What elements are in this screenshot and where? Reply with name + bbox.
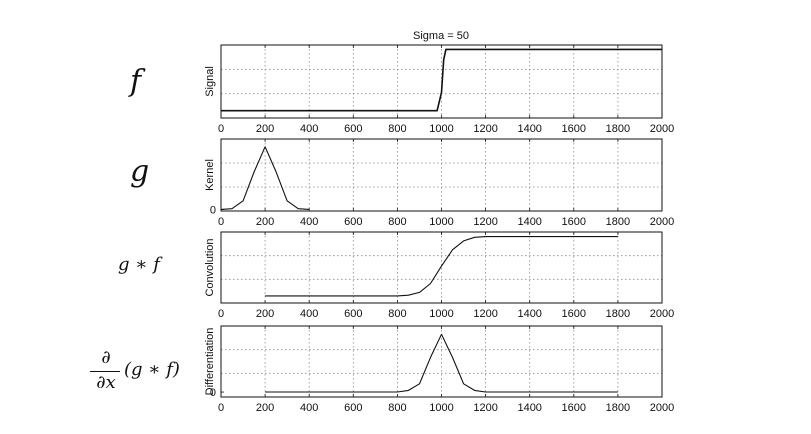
panel-convolution-xtick-label: 800	[388, 308, 406, 320]
panel-kernel-xtick-label: 1400	[517, 216, 541, 228]
panel-differentiation-xtick-label: 1200	[473, 402, 497, 414]
panel-differentiation-xtick-label: 1600	[562, 402, 586, 414]
panel-signal-xtick-label: 800	[388, 123, 406, 135]
panel-convolution-xtick-label: 200	[256, 308, 274, 320]
derivative-argument: (g ∗ f)	[124, 359, 180, 380]
panel-signal-line	[221, 48, 662, 112]
panel-signal-xtick-label: 600	[344, 123, 362, 135]
panel-kernel-xtick-label: 2000	[650, 216, 674, 228]
label-g: g	[130, 154, 150, 189]
panel-signal-xtick-label: 1000	[429, 123, 453, 135]
panel-signal-ylabel: Signal	[204, 66, 216, 97]
derivative-denominator: ∂x	[96, 372, 116, 393]
figure-title: Sigma = 50	[413, 30, 469, 42]
panel-convolution-xtick-label: 400	[300, 308, 318, 320]
panel-convolution-xtick-label: 1800	[606, 308, 630, 320]
panel-signal-xtick-label: 200	[256, 123, 274, 135]
panel-convolution-xtick-label: 2000	[650, 308, 674, 320]
panel-kernel-xtick-label: 1800	[606, 216, 630, 228]
panel-differentiation-xtick-label: 600	[344, 402, 362, 414]
panel-kernel-ylabel: Kernel	[204, 159, 216, 191]
panel-kernel-xtick-label: 1200	[473, 216, 497, 228]
panel-convolution-line	[265, 236, 618, 297]
panel-signal-xtick-label: 0	[218, 123, 224, 135]
panel-kernel-xtick-label: 1000	[429, 216, 453, 228]
panel-kernel-xtick-label: 1600	[562, 216, 586, 228]
panel-kernel-xtick-label: 0	[218, 216, 224, 228]
panel-kernel-line	[220, 146, 310, 210]
panel-differentiation-xtick-label: 0	[218, 402, 224, 414]
panel-signal-xtick-label: 400	[300, 123, 318, 135]
panel-convolution-xtick-label: 1400	[517, 308, 541, 320]
panel-convolution-xtick-label: 600	[344, 308, 362, 320]
label-f: f	[130, 64, 142, 99]
panel-signal-xtick-label: 1600	[562, 123, 586, 135]
panel-differentiation-xtick-label: 1800	[606, 402, 630, 414]
panel-differentiation-ylabel: Differentiation	[204, 328, 216, 396]
panel-convolution-xtick-label: 0	[218, 308, 224, 320]
panel-kernel-xtick-label: 200	[256, 216, 274, 228]
label-g-conv-f: g ∗ f	[118, 254, 160, 275]
panel-convolution: 0 200 400 600 800 1000 1200 1400 1600 1800 2000 Con…	[204, 231, 674, 320]
panel-kernel: 0 200 400 600 800 1000 1200 1400 1600 1800 2000 0 Ke…	[204, 138, 674, 228]
panel-convolution-ylabel: Convolution	[204, 238, 216, 296]
label-derivative: ∂ ∂x (g ∗ f)	[86, 347, 186, 397]
axes-layer: 0 200 400 600 800 1000 1200 1400 1600 1800 2000Sig…	[204, 44, 674, 414]
panel-differentiation-ytick-label: 0	[210, 387, 216, 399]
panel-differentiation-xtick-label: 1000	[429, 402, 453, 414]
panel-signal-xtick-label: 1200	[473, 123, 497, 135]
panel-differentiation-xtick-label: 200	[256, 402, 274, 414]
panel-kernel-xtick-label: 400	[300, 216, 318, 228]
panel-differentiation: 0 200 400 600 800 1000 1200 1400 1600 1800 2000 0Di…	[204, 325, 674, 414]
panel-convolution-xtick-label: 1200	[473, 308, 497, 320]
panel-convolution-xtick-label: 1000	[429, 308, 453, 320]
panel-kernel-ytick-label: 0	[210, 204, 216, 216]
derivative-numerator: ∂	[101, 347, 111, 368]
panel-kernel-xtick-label: 800	[388, 216, 406, 228]
fraction-bar	[90, 371, 120, 372]
panel-signal-xtick-label: 2000	[650, 123, 674, 135]
panel-convolution-xtick-label: 1600	[562, 308, 586, 320]
panel-differentiation-xtick-label: 2000	[650, 402, 674, 414]
panel-signal-xtick-label: 1800	[606, 123, 630, 135]
panel-signal-xtick-label: 1400	[517, 123, 541, 135]
panel-differentiation-xtick-label: 800	[388, 402, 406, 414]
panel-differentiation-xtick-label: 400	[300, 402, 318, 414]
panel-differentiation-line	[265, 333, 618, 393]
panel-kernel-xtick-label: 600	[344, 216, 362, 228]
panel-signal: 0 200 400 600 800 1000 1200 1400 1600 1800 2000 Sig…	[204, 44, 674, 135]
panel-differentiation-xtick-label: 1400	[517, 402, 541, 414]
